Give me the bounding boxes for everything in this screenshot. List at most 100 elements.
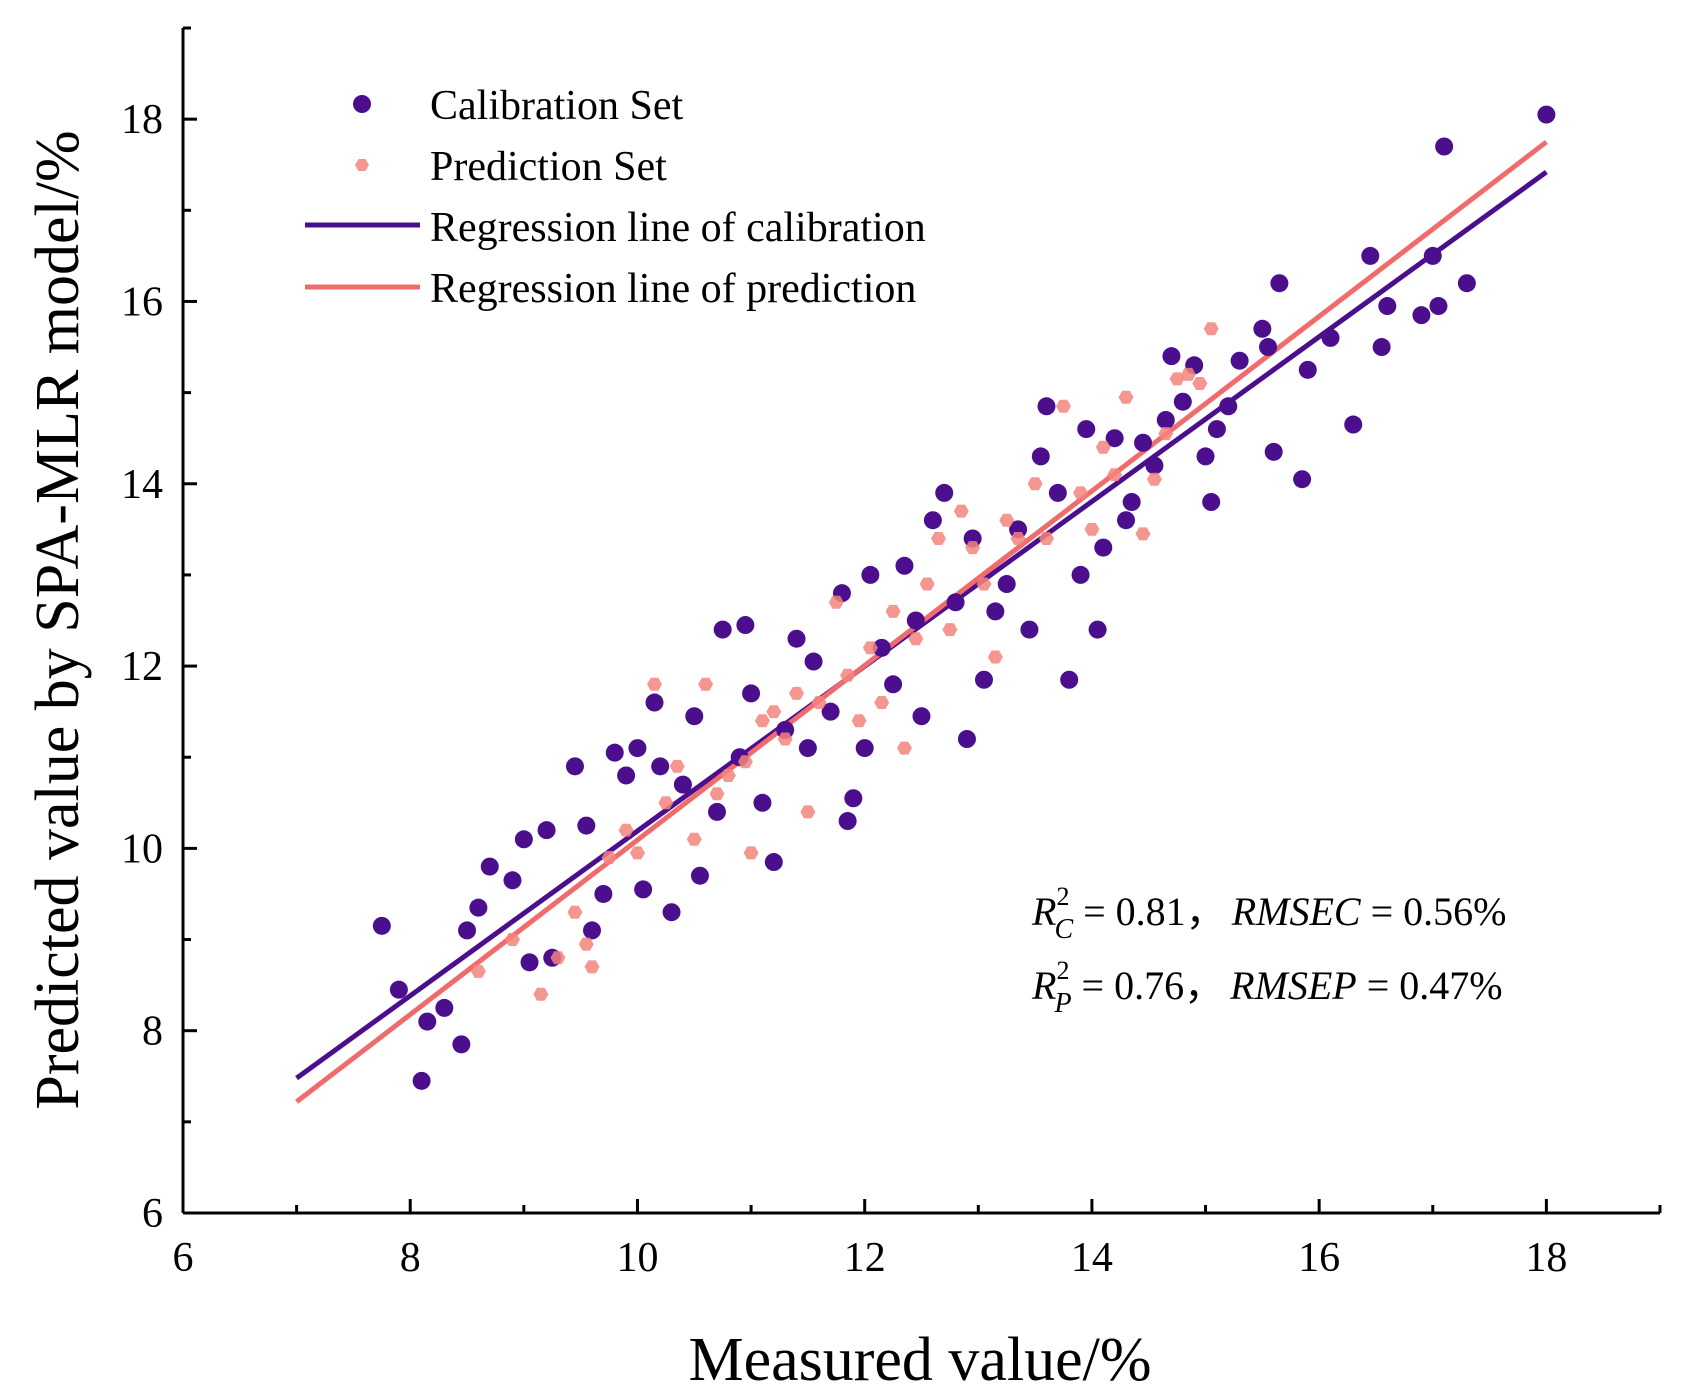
calibration-point [753, 793, 772, 812]
stat-calibration: R2 C = 0.81， RMSEC = 0.56% [1031, 882, 1506, 945]
calibration-point [605, 743, 624, 762]
calibration-point [1173, 392, 1192, 411]
prediction-point [601, 851, 617, 864]
calibration-point [1361, 246, 1380, 265]
calibration-point [736, 616, 755, 635]
prediction-point [698, 677, 714, 691]
stat-pred-metric: RMSEP [1229, 963, 1357, 1008]
prediction-point [1027, 477, 1043, 491]
prediction-point [777, 732, 793, 746]
calibration-point [787, 629, 806, 648]
calibration-point [844, 789, 863, 808]
y-tick-label: 14 [121, 462, 163, 508]
x-tick-label: 12 [844, 1235, 886, 1281]
calibration-point [685, 707, 704, 726]
calibration-point [1134, 433, 1153, 452]
calibration-point [480, 857, 499, 876]
statistics-annotations: R2 C = 0.81， RMSEC = 0.56% R2 P = 0.76， RMSEP = … [1031, 882, 1506, 1019]
prediction-point [931, 532, 946, 545]
prediction-point [686, 832, 702, 846]
prediction-point [987, 650, 1003, 664]
calibration-point [452, 1035, 471, 1054]
prediction-point [618, 823, 634, 837]
prediction-point [976, 577, 992, 591]
calibration-points [372, 105, 1556, 1090]
calibration-point [1457, 274, 1476, 293]
prediction-point [647, 677, 662, 691]
calibration-point [594, 884, 613, 903]
y-tick-label: 8 [142, 1009, 163, 1055]
calibration-point [855, 739, 874, 758]
prediction-point [840, 668, 856, 682]
stat-cal-metric: RMSEC [1231, 889, 1362, 934]
x-tick-label: 6 [173, 1235, 194, 1281]
calibration-point [1264, 442, 1283, 461]
calibration-point [742, 684, 761, 703]
calibration-point [1156, 410, 1175, 429]
legend-marker-prediction [355, 159, 369, 171]
y-tick-label: 10 [121, 826, 163, 872]
prediction-point [1169, 372, 1185, 386]
calibration-point [372, 916, 391, 935]
calibration-point [1048, 483, 1067, 502]
calibration-point [1230, 351, 1249, 370]
calibration-point [872, 638, 891, 657]
calibration-point [1122, 493, 1141, 511]
ticks: 6 8 10 12 14 16 18 6 8 10 12 14 16 18 [121, 26, 1662, 1281]
prediction-point [737, 755, 753, 769]
calibration-point [645, 693, 664, 712]
prediction-point [874, 696, 890, 709]
calibration-point [764, 853, 783, 872]
prediction-point [1135, 527, 1151, 541]
calibration-point [514, 830, 533, 849]
calibration-point [520, 953, 539, 972]
calibration-point [861, 565, 880, 584]
stat-cal-value: = 0.56% [1371, 889, 1507, 934]
calibration-point [884, 675, 903, 694]
calibration-point [1037, 397, 1056, 416]
calibration-point [1031, 447, 1050, 466]
stat-pred-sup: 2 [1056, 956, 1069, 985]
prediction-point [1146, 472, 1162, 486]
x-tick-label: 16 [1298, 1235, 1340, 1281]
calibration-point [435, 998, 454, 1017]
prediction-point [550, 951, 566, 965]
calibration-point [690, 866, 709, 885]
calibration-point [412, 1071, 431, 1090]
calibration-point [1293, 470, 1312, 489]
calibration-point [565, 757, 584, 776]
calibration-point [673, 775, 692, 794]
calibration-point [1105, 429, 1124, 448]
prediction-point [743, 846, 759, 860]
calibration-point [923, 511, 942, 530]
prediction-point [1192, 377, 1208, 390]
calibration-point [1429, 297, 1448, 316]
y-tick-label: 16 [121, 279, 163, 325]
prediction-point [505, 933, 520, 946]
calibration-point [634, 880, 653, 899]
prediction-point [965, 541, 981, 555]
calibration-point [974, 670, 993, 689]
calibration-point [1423, 246, 1442, 265]
prediction-point [669, 759, 685, 773]
prediction-point [953, 504, 969, 518]
prediction-point [1073, 486, 1089, 500]
calibration-point [912, 707, 931, 726]
calibration-point [1202, 493, 1221, 511]
calibration-point [1372, 338, 1391, 357]
prediction-point [1010, 532, 1026, 545]
prediction-point [828, 595, 844, 609]
calibration-point [957, 730, 976, 748]
prediction-point [1095, 440, 1111, 454]
prediction-point [584, 960, 600, 974]
x-tick-label: 8 [400, 1235, 421, 1281]
y-tick-label: 18 [121, 97, 163, 143]
calibration-point [1077, 420, 1096, 439]
legend-label-pred-line: Regression line of prediction [430, 266, 916, 312]
x-tick-label: 14 [1071, 1235, 1113, 1281]
stat-pred-value: = 0.47% [1367, 963, 1503, 1008]
calibration-point [1117, 511, 1136, 530]
stat-pred-eq: = 0.76， [1082, 963, 1225, 1008]
prediction-point [709, 787, 725, 801]
stat-cal-sup: 2 [1056, 882, 1069, 911]
